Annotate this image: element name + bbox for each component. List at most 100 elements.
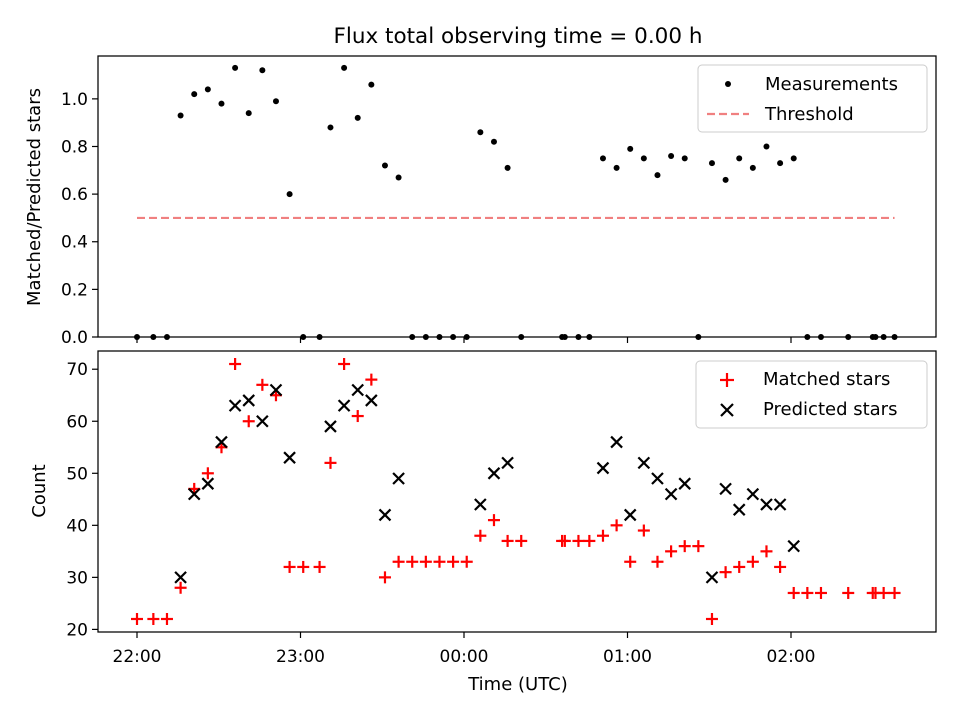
matched-star-point (733, 560, 746, 573)
predicted-star-point (705, 571, 719, 584)
bottom-plot-frame (97, 350, 937, 633)
predicted-star-point (487, 467, 501, 480)
measurement-point (790, 155, 797, 162)
legend-matched-marker (720, 373, 734, 387)
matched-star-point (501, 534, 514, 547)
predicted-star-point (174, 571, 187, 584)
matched-star-point (572, 534, 585, 547)
top-ytick-label: 0.6 (61, 185, 88, 205)
matched-star-point (313, 560, 326, 573)
measurement-point (245, 110, 252, 117)
predicted-star-point (269, 383, 283, 397)
matched-star-point (433, 555, 446, 568)
legend-predicted-marker (720, 403, 734, 417)
predicted-star-point (623, 508, 637, 522)
predicted-star-point (787, 539, 801, 553)
bottom-xtick-label: 23:00 (276, 647, 325, 667)
matched-star-point (760, 545, 773, 558)
bottom-legend: Matched stars Predicted stars (695, 360, 928, 429)
bottom-ytick-label: 70 (66, 360, 88, 380)
legend-measurements-marker (725, 81, 731, 87)
matched-star-point (665, 545, 678, 558)
matched-star-point (365, 373, 378, 386)
measurement-point (395, 174, 402, 181)
measurement-point (477, 129, 484, 136)
measurement-point (504, 164, 511, 171)
bottom-ytick-label: 20 (66, 620, 88, 640)
predicted-star-point (746, 487, 760, 501)
bottom-ytick-label: 40 (66, 516, 88, 536)
top-ytick-label: 0.0 (61, 328, 88, 348)
matched-star-point (419, 555, 432, 568)
top-plot-frame (97, 55, 937, 338)
measurement-point (490, 138, 497, 145)
predicted-star-point (351, 383, 365, 397)
top-legend: Measurements Threshold (697, 64, 928, 133)
bottom-xtick-label: 00:00 (440, 647, 489, 667)
matched-star-point (842, 586, 855, 599)
predicted-star-point (365, 394, 378, 407)
bottom-x-axis-label: Time (UTC) (467, 674, 568, 695)
predicted-star-point (773, 498, 787, 511)
predicted-star-point (678, 477, 692, 490)
predicted-star-point (610, 435, 623, 449)
measurement-point (354, 114, 361, 121)
chart-title: Flux total observing time = 0.00 h (334, 24, 703, 49)
measurement-point (368, 81, 375, 88)
matched-star-point (888, 586, 901, 599)
measurement-point (681, 155, 688, 162)
predicted-star-point (651, 472, 664, 485)
matched-star-point (474, 529, 487, 542)
bottom-xtick-label: 22:00 (113, 647, 162, 667)
matched-star-point (447, 555, 460, 568)
top-ytick-label: 0.8 (61, 137, 88, 157)
predicted-star-point (256, 414, 269, 428)
predicted-star-point (474, 498, 487, 511)
bottom-xtick-label: 02:00 (767, 647, 816, 667)
measurement-point (381, 162, 388, 169)
matched-star-point (351, 410, 364, 423)
predicted-star-point (732, 503, 746, 516)
top-ytick-label: 1.0 (61, 90, 88, 110)
matched-star-point (596, 529, 609, 542)
top-legend-box (697, 64, 928, 133)
matched-star-point (583, 534, 596, 547)
matched-star-point (651, 555, 664, 568)
matched-star-point (801, 586, 814, 599)
count-panel: Count 20 30 40 50 60 70 22:00 23:00 00:00 01:00 0… (29, 350, 937, 695)
measurement-point (668, 153, 675, 160)
matched-star-point (705, 612, 718, 625)
matched-star-point (147, 612, 160, 625)
matched-star-point (229, 358, 242, 371)
measurement-point (763, 143, 770, 150)
predicted-star-point (719, 482, 732, 496)
predicted-star-point (201, 477, 215, 490)
matched-star-point (774, 560, 787, 573)
measurement-point (722, 176, 729, 183)
measurement-point (708, 160, 715, 167)
matched-star-point (324, 456, 337, 469)
predicted-star-point (242, 394, 256, 407)
matched-star-point (515, 534, 528, 547)
predicted-star-point (760, 498, 773, 511)
matched-star-point (392, 555, 405, 568)
predicted-star-point (283, 451, 296, 464)
measurement-point (218, 100, 225, 107)
measurement-point (736, 155, 743, 162)
matched-star-point (678, 540, 691, 553)
bottom-xtick-label: 01:00 (603, 647, 652, 667)
matched-star-point (378, 571, 391, 584)
matched-star-point (242, 415, 255, 428)
measurement-point (777, 160, 784, 167)
bottom-ytick-label: 60 (66, 412, 88, 432)
measurement-point (177, 112, 184, 119)
measurement-point (627, 145, 634, 152)
matched-star-point (719, 566, 732, 579)
matched-star-point (787, 586, 800, 599)
matched-star-point (624, 555, 637, 568)
matched-star-point (637, 524, 650, 537)
matched-star-point (487, 514, 500, 527)
predicted-star-point (215, 435, 228, 449)
bottom-legend-box (695, 360, 928, 429)
